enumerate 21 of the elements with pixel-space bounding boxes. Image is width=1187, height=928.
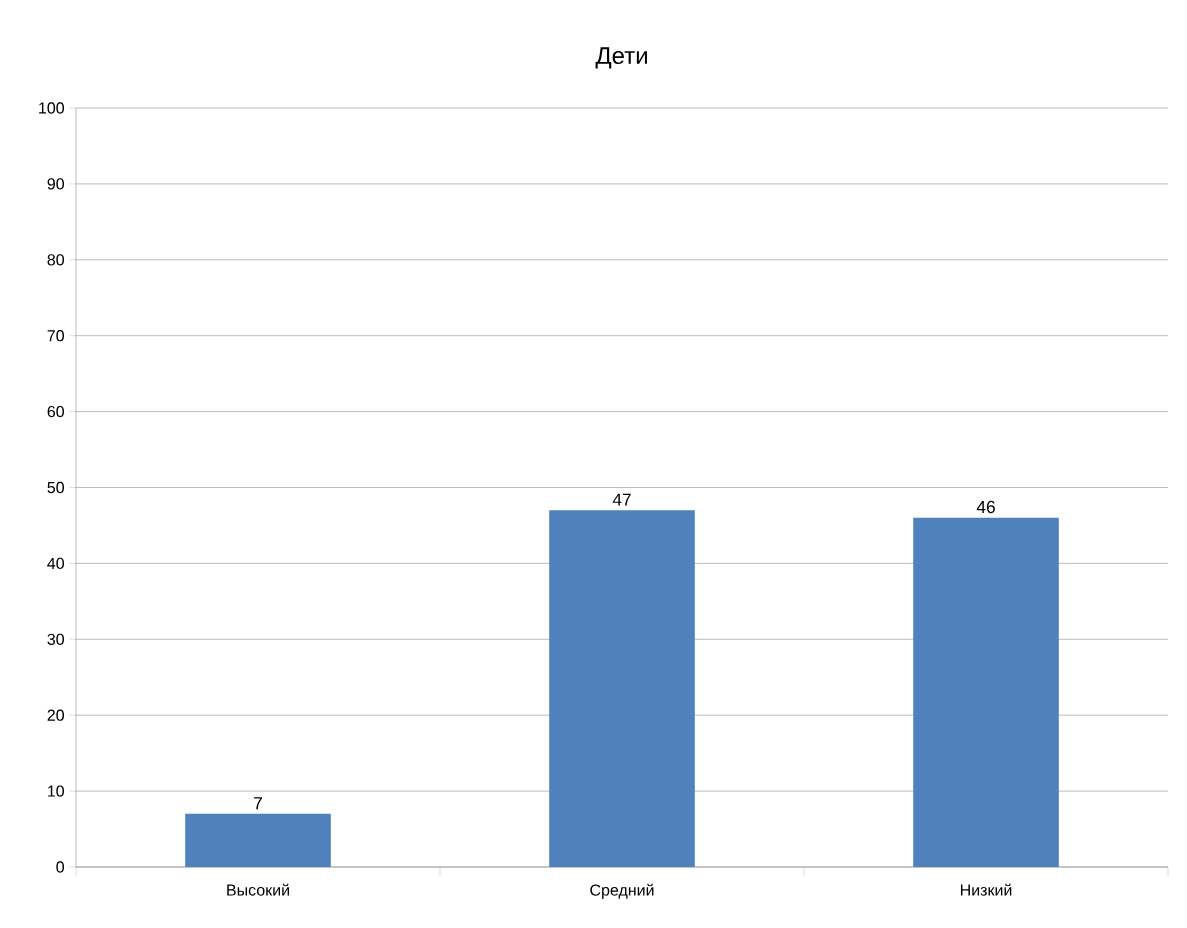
data-label: 46 (976, 500, 995, 514)
chart-title: Дети (595, 47, 647, 69)
y-tick-label: 90 (47, 178, 64, 190)
data-label: 7 (254, 797, 262, 810)
y-tick-label: 0 (56, 861, 65, 873)
bar (185, 813, 331, 867)
y-tick-label: 70 (47, 330, 64, 342)
y-tick-label: 40 (47, 557, 64, 570)
y-tick-label: 10 (48, 785, 64, 797)
y-tick-label: 30 (47, 633, 64, 645)
x-tick-label: Низкий (960, 883, 1012, 896)
x-tick-label: Средний (590, 883, 654, 899)
bar (913, 517, 1059, 867)
bar (549, 510, 695, 867)
x-tick-label: Высокий (227, 883, 289, 896)
y-tick-label: 20 (47, 709, 64, 721)
data-label: 47 (612, 493, 631, 506)
y-tick-label: 50 (47, 481, 64, 494)
y-tick-label: 100 (39, 102, 64, 114)
y-tick-label: 60 (47, 405, 64, 418)
y-tick-label: 80 (47, 254, 64, 266)
